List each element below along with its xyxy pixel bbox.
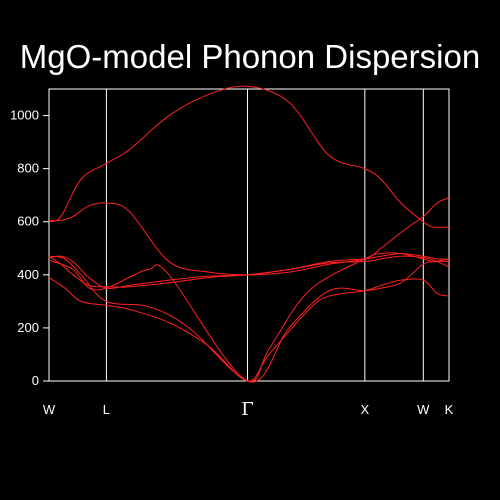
phonon-branch-2 bbox=[48, 197, 450, 276]
phonon-branches bbox=[48, 85, 450, 383]
plot-frame bbox=[48, 88, 450, 382]
phonon-branch-1 bbox=[48, 85, 450, 228]
y-tick-label: 1000 bbox=[10, 108, 39, 123]
kpoint-label: W bbox=[43, 402, 56, 417]
y-axis: 0 200 400 600 800 1000 bbox=[10, 108, 49, 388]
kpoint-divider-lines bbox=[105, 89, 424, 381]
y-tick-label: 800 bbox=[17, 161, 39, 176]
kpoint-label: Γ bbox=[241, 399, 254, 420]
y-tick-label: 400 bbox=[17, 267, 39, 282]
phonon-branch-6 bbox=[48, 277, 450, 382]
y-tick-label: 200 bbox=[17, 320, 39, 335]
y-tick-label: 0 bbox=[32, 373, 39, 388]
kpoint-label: X bbox=[361, 402, 370, 417]
chart-title: MgO-model Phonon Dispersion bbox=[19, 38, 481, 75]
kpoint-label: K bbox=[445, 402, 454, 417]
phonon-branch-7 bbox=[48, 259, 450, 383]
kpoint-label: L bbox=[103, 402, 110, 417]
y-tick-label: 600 bbox=[17, 214, 39, 229]
phonon-branch-5 bbox=[48, 252, 450, 382]
kpoint-label: W bbox=[417, 402, 430, 417]
